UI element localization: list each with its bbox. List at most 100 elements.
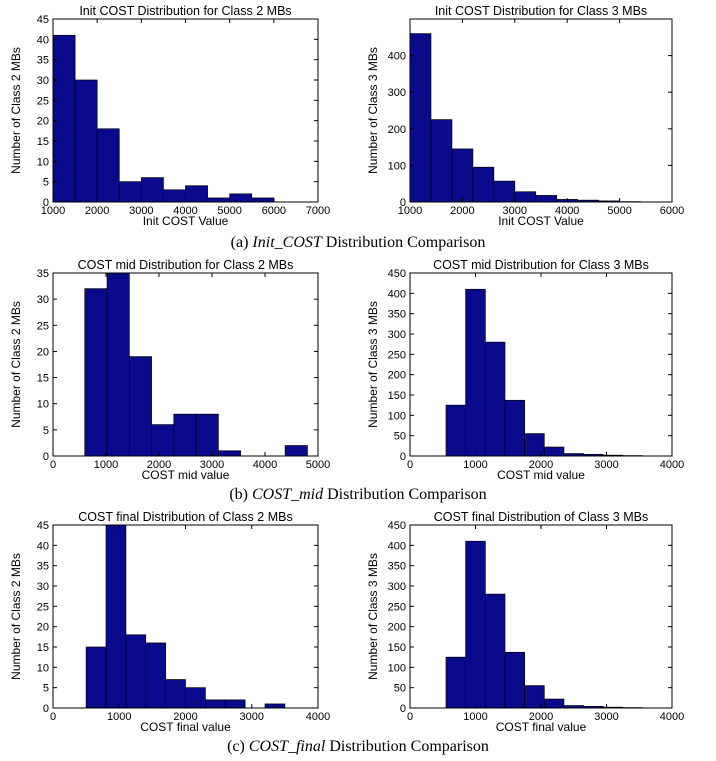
x-tick-label: 6000	[262, 205, 286, 217]
y-tick-label: 40	[37, 540, 49, 552]
bar	[264, 703, 286, 709]
x-tick-label: 1000	[94, 459, 118, 471]
y-tick-label: 300	[388, 581, 406, 593]
bar	[445, 656, 467, 709]
x-axis-label: Init COST Value	[143, 214, 229, 228]
bar	[472, 166, 495, 203]
bar	[96, 128, 120, 203]
y-axis-label: Number of Class 2 MBs	[9, 301, 23, 428]
y-tick-label: 400	[388, 540, 406, 552]
x-tick-label: 5000	[217, 205, 241, 217]
bar	[85, 646, 107, 709]
x-tick-label: 0	[50, 711, 56, 723]
bar	[504, 651, 525, 709]
y-tick-label: 25	[37, 95, 49, 107]
caption-c-term: COST_final	[249, 738, 326, 755]
x-axis-label: COST mid value	[142, 468, 230, 482]
y-axis-label: Number of Class 3 MBs	[366, 553, 380, 680]
y-tick-label: 350	[388, 561, 406, 573]
chart-title: COST final Distribution of Class 3 MBs	[434, 510, 648, 524]
bar	[465, 540, 486, 709]
bar	[163, 189, 186, 203]
y-tick-label: 10	[37, 399, 49, 411]
y-tick-label: 15	[37, 136, 49, 148]
y-tick-label: 45	[37, 14, 49, 26]
caption-c: (c) COST_final Distribution Comparison	[227, 738, 489, 755]
x-tick-label: 4000	[660, 711, 684, 723]
bar	[484, 593, 506, 709]
y-tick-label: 300	[388, 329, 406, 341]
y-tick-label: 15	[37, 373, 49, 385]
bar	[165, 679, 186, 709]
y-tick-label: 15	[37, 642, 49, 654]
bar	[493, 180, 516, 203]
chart-title: COST final Distribution of Class 2 MBs	[78, 510, 292, 524]
y-axis-label: Number of Class 2 MBs	[9, 553, 23, 680]
x-axis-label: COST final value	[140, 720, 231, 734]
x-tick-label: 4000	[660, 459, 684, 471]
bar	[451, 148, 474, 203]
bar	[151, 424, 175, 457]
y-tick-label: 400	[388, 51, 406, 63]
caption-a-text: Distribution Comparison	[326, 234, 486, 251]
x-tick-label: 4000	[306, 711, 330, 723]
y-tick-label: 150	[388, 390, 406, 402]
plot-frame	[52, 272, 319, 457]
histogram-2: 1000 2000 3000 4000 5000 6000 0 100 200 300 400 Ini…	[366, 4, 684, 228]
bar	[105, 524, 127, 709]
y-tick-label: 200	[388, 370, 406, 382]
y-tick-label: 30	[37, 294, 49, 306]
bar	[284, 445, 308, 457]
bar	[145, 642, 166, 709]
x-tick-label: 1000	[398, 205, 422, 217]
caption-b-text: Distribution Comparison	[327, 486, 487, 503]
y-tick-label: 0	[43, 451, 49, 463]
histogram-3: 0 1000 2000 3000 4000 5000 0 5 10 15 20 25 30 35 COST …	[9, 258, 330, 482]
bar	[218, 450, 241, 457]
x-tick-label: 3000	[129, 205, 153, 217]
bar	[195, 413, 219, 457]
bar	[445, 404, 467, 457]
caption-a-label: (a)	[231, 234, 249, 251]
bar	[409, 33, 432, 203]
bar	[173, 413, 197, 457]
y-tick-label: 35	[37, 55, 49, 67]
x-tick-label: 3000	[503, 205, 527, 217]
chart-title: COST mid Distribution for Class 2 MBs	[78, 258, 294, 272]
y-tick-label: 40	[37, 34, 49, 46]
x-tick-label: 1000	[463, 711, 487, 723]
bar	[205, 699, 226, 709]
x-tick-label: 2000	[450, 205, 474, 217]
x-tick-label: 5000	[607, 205, 631, 217]
y-tick-label: 50	[394, 431, 406, 443]
plot-frame	[409, 18, 673, 203]
chart-title: Init COST Distribution for Class 3 MBs	[435, 4, 647, 18]
y-tick-label: 450	[388, 268, 406, 280]
y-tick-label: 0	[400, 451, 406, 463]
y-tick-label: 0	[43, 703, 49, 715]
histogram-1: 1000 2000 3000 4000 5000 6000 7000 0 5 10 15 20 25 30…	[9, 4, 330, 228]
histogram-5: 0 1000 2000 3000 4000 0 5 10 15 20 25 30 35 40 45 COST …	[9, 510, 330, 734]
y-tick-label: 50	[394, 683, 406, 695]
y-tick-label: 5	[43, 425, 49, 437]
bar	[185, 687, 206, 709]
y-tick-label: 350	[388, 309, 406, 321]
x-tick-label: 6000	[660, 205, 684, 217]
y-axis-label: Number of Class 2 MBs	[9, 47, 23, 174]
bar	[224, 699, 246, 709]
y-tick-label: 400	[388, 288, 406, 300]
bar	[125, 634, 147, 709]
x-tick-label: 0	[50, 459, 56, 471]
y-tick-label: 10	[37, 156, 49, 168]
caption-b-label: (b)	[229, 486, 248, 503]
bar	[185, 185, 208, 203]
y-tick-label: 25	[37, 601, 49, 613]
x-tick-label: 4000	[173, 205, 197, 217]
y-tick-label: 10	[37, 662, 49, 674]
y-tick-label: 35	[37, 561, 49, 573]
y-tick-label: 200	[388, 622, 406, 634]
y-tick-label: 100	[388, 662, 406, 674]
x-tick-label: 2000	[147, 459, 171, 471]
bar	[52, 34, 76, 203]
y-tick-label: 250	[388, 349, 406, 361]
